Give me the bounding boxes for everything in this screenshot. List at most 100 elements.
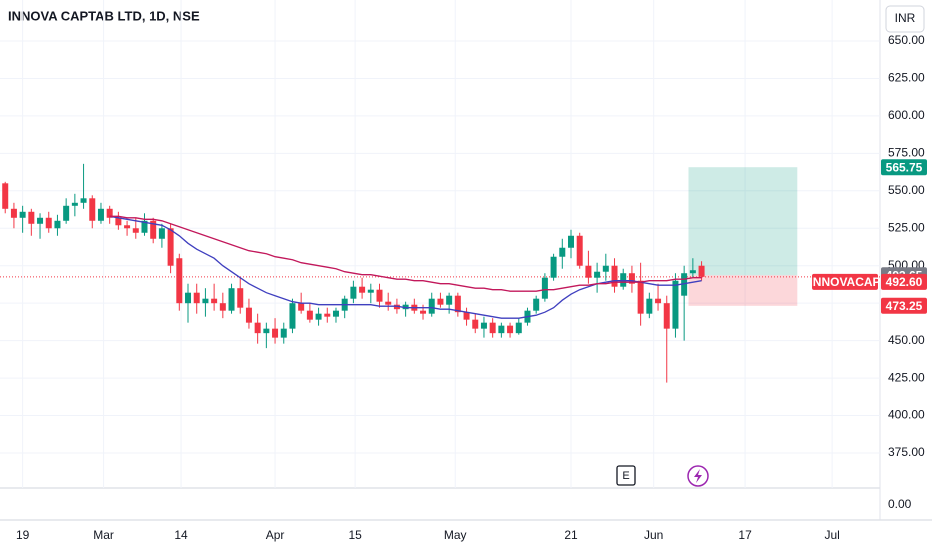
candle-body [698,265,705,277]
earnings-icon[interactable] [616,465,636,486]
x-tick-label: Jun [644,528,663,542]
candle-body [550,256,557,278]
candle-body [2,183,9,209]
x-tick-label: May [444,528,467,542]
candle-body [489,322,496,334]
candle-body [45,217,52,229]
candle-body [663,303,670,329]
y-tick-label: 650.00 [888,33,925,47]
candle-body [185,292,192,304]
candle-body [176,258,183,304]
candle-body [332,310,339,317]
candle-body [480,322,487,329]
candle-body [611,265,618,287]
candle-body [437,298,444,305]
x-tick-label: 21 [564,528,578,542]
candle-body [193,292,200,304]
candle-body [28,211,35,224]
candle-body [202,298,209,304]
symbol-tag-label: INNOVACAP [809,275,880,289]
x-tick-label: 15 [348,528,362,542]
candle-body [646,298,653,314]
stop-tag-label: 473.25 [886,299,923,313]
candle-body [289,303,296,329]
moving-average [109,215,702,319]
candle-body [620,273,627,287]
candle-body [655,298,662,304]
candle-body [106,208,113,218]
candle-body [272,328,279,338]
candle-body [498,325,505,334]
candle-body [637,280,644,314]
symbol-tag [812,273,878,290]
candle-body [71,202,78,206]
candle-body [280,328,287,338]
x-tick-label: Jul [824,528,839,542]
last-price-tag-label: 492.60 [886,275,923,289]
x-tick-label: Apr [266,528,285,542]
candle-body [263,328,270,334]
candle-body [10,208,17,218]
candle-body [254,322,261,334]
candle-body [689,270,696,274]
plot [0,0,880,488]
y-tick-label: 425.00 [888,370,925,384]
candle-body [158,228,165,239]
candle-body [115,217,122,226]
stop-zone [688,275,798,306]
candle-body [306,310,313,320]
candle-body [428,298,435,314]
candle-body [245,307,252,323]
candle-body [359,286,366,293]
candle-body [533,298,540,311]
candle-body [237,288,244,308]
y-tick-label: 600.00 [888,108,925,122]
candle-body [37,217,44,224]
candle-body [89,198,96,221]
moving-average [109,215,702,292]
target-tag [881,159,927,176]
target-zone [688,167,798,276]
candle-body [54,220,61,229]
candle-body [594,271,601,278]
candle-body [628,273,635,284]
x-tick-label: 19 [16,528,30,542]
candle-body [567,235,574,248]
candle-body [315,313,322,320]
stop-tag [881,297,927,314]
candle-body [80,198,87,203]
candle-body [350,286,357,299]
y-tick-label: 525.00 [888,220,925,234]
candle-body [420,310,427,314]
y-tick-label: 625.00 [888,71,925,85]
candle-body [672,280,679,329]
y-tick-label: 375.00 [888,445,925,459]
candle-body [463,312,470,320]
x-tick-label: 17 [738,528,752,542]
candle-body [446,295,453,305]
candle-body [141,220,148,233]
candle-body [63,205,70,221]
candle-body [602,265,609,272]
currency-label[interactable]: INR [895,11,916,25]
candle-body [376,289,383,302]
candle-body [211,298,218,304]
candle-body [132,228,139,233]
candle-body [681,273,688,296]
y-tick-label: 450.00 [888,333,925,347]
last-price-tag [881,273,927,290]
candle-body [402,304,409,310]
x-tick-label: 14 [174,528,188,542]
target-tag-label: 565.75 [886,160,923,174]
earnings-icon-label[interactable]: E [622,470,629,482]
candle-body [515,322,522,334]
candle-body [150,220,157,239]
candle-body [367,289,374,293]
candle-body [585,265,592,278]
candle-body [541,277,548,299]
currency-button[interactable] [885,5,925,33]
candle-body [298,303,305,311]
candle-body [324,313,331,317]
